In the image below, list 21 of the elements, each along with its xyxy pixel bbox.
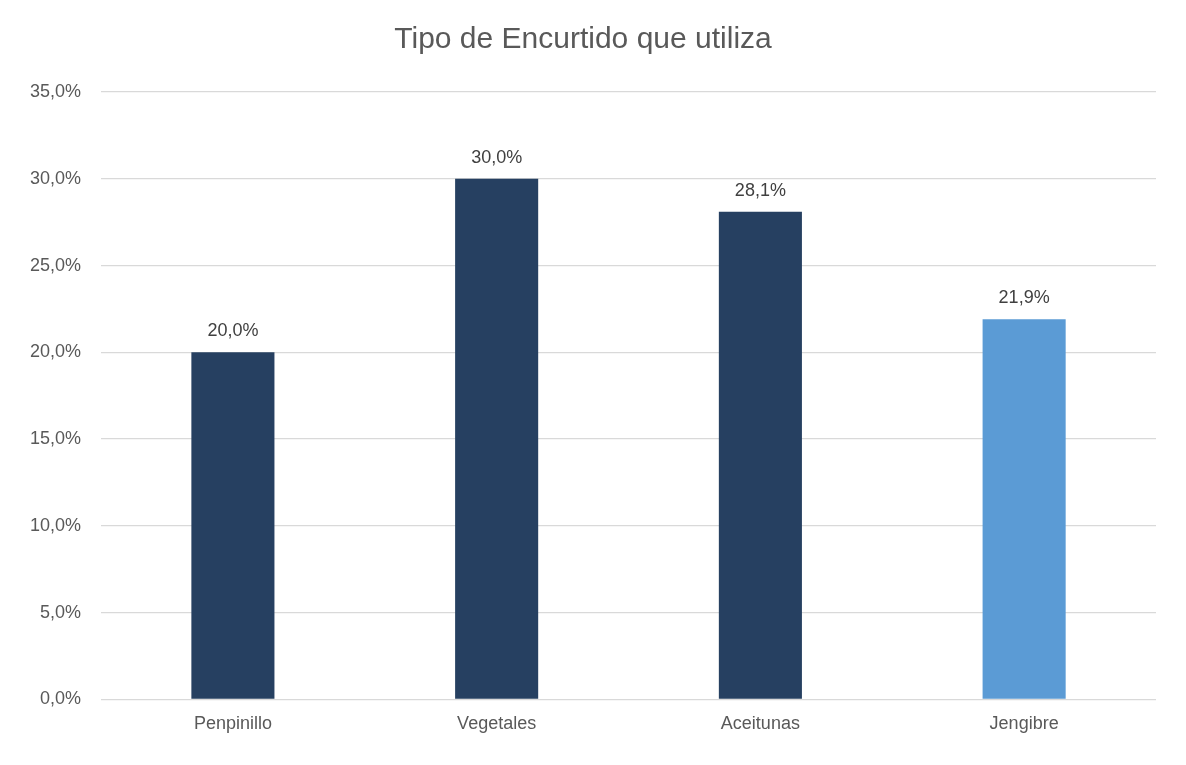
y-tick-label: 35,0%: [29, 80, 82, 101]
x-tick-label: Jengibre: [989, 713, 1059, 734]
y-tick-label: 10,0%: [29, 514, 82, 535]
bar: [455, 178, 539, 699]
data-label: 20,0%: [207, 320, 259, 341]
x-tick-label: Penpinillo: [193, 713, 272, 734]
y-tick-label: 25,0%: [29, 254, 82, 275]
bar: [718, 211, 802, 699]
data-label: 28,1%: [734, 179, 786, 200]
x-tick-label: Aceitunas: [720, 713, 800, 734]
y-tick-label: 30,0%: [29, 167, 82, 188]
chart-title: Tipo de Encurtido que utiliza: [394, 21, 773, 55]
x-tick-label: Vegetales: [457, 713, 537, 734]
y-tick-label: 0,0%: [40, 688, 82, 709]
bar: [982, 319, 1066, 699]
data-label: 21,9%: [998, 287, 1050, 308]
bar: [191, 352, 275, 699]
y-tick-label: 5,0%: [40, 601, 82, 622]
y-tick-label: 15,0%: [29, 428, 82, 449]
data-label: 30,0%: [471, 146, 523, 167]
y-tick-label: 20,0%: [29, 341, 82, 362]
